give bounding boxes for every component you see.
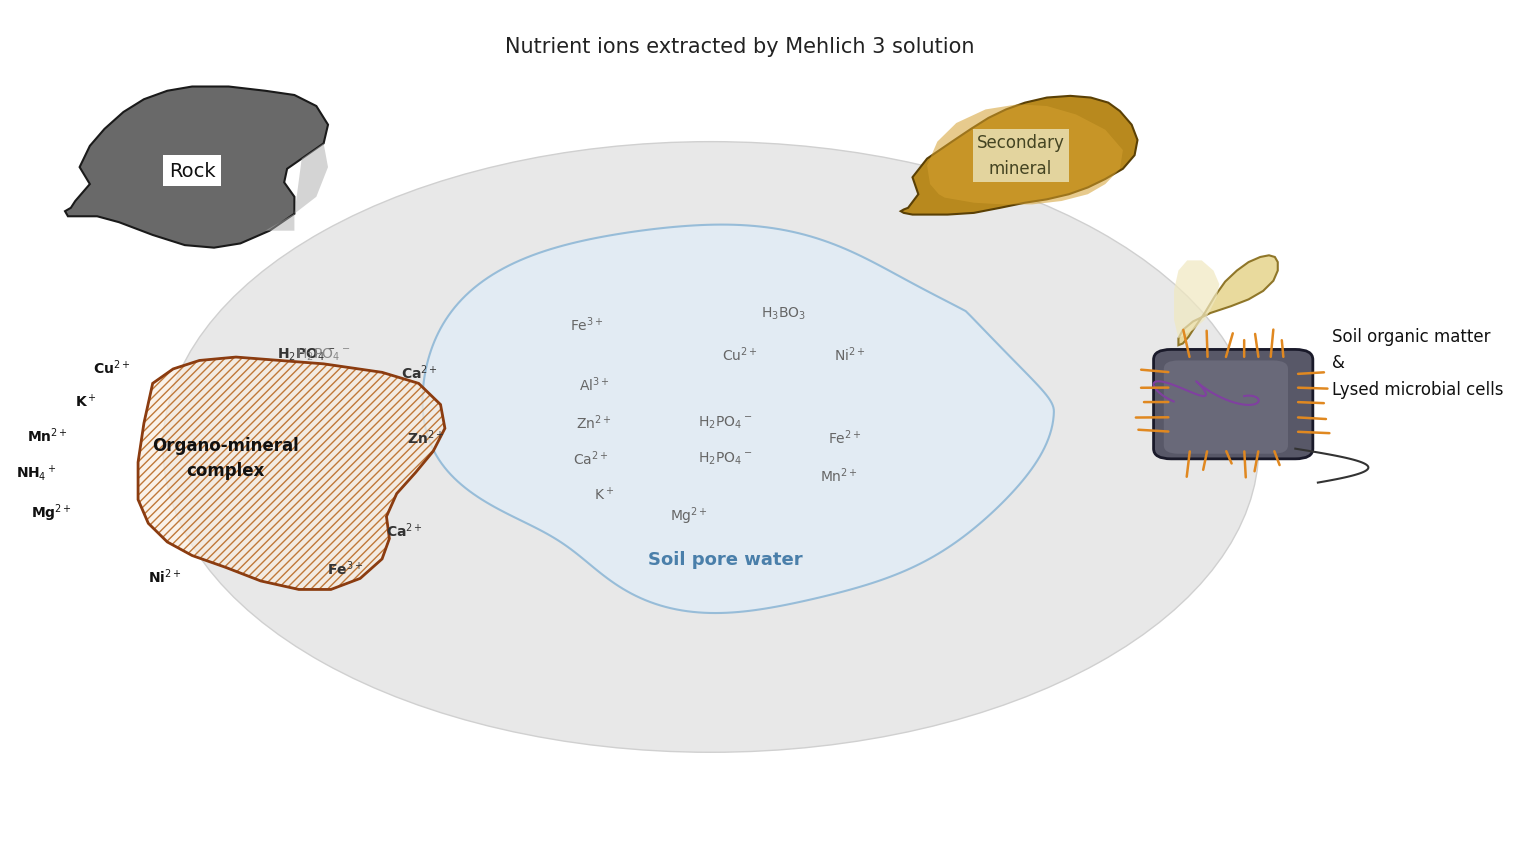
Text: Cu$^{2+}$: Cu$^{2+}$ xyxy=(94,357,131,376)
Text: Ni$^{2+}$: Ni$^{2+}$ xyxy=(149,567,181,585)
Text: Organo-mineral
complex: Organo-mineral complex xyxy=(152,437,300,479)
Text: Fe$^{3+}$: Fe$^{3+}$ xyxy=(570,315,604,334)
Text: Mg$^{2+}$: Mg$^{2+}$ xyxy=(670,505,708,526)
Polygon shape xyxy=(1174,261,1220,339)
Text: Ca$^{2+}$: Ca$^{2+}$ xyxy=(401,362,438,381)
Text: Soil pore water: Soil pore water xyxy=(648,550,803,568)
Text: Secondary
mineral: Secondary mineral xyxy=(977,133,1064,178)
Text: Cu$^{2+}$: Cu$^{2+}$ xyxy=(722,345,757,363)
Polygon shape xyxy=(138,357,445,590)
Text: Nutrient ions extracted by Mehlich 3 solution: Nutrient ions extracted by Mehlich 3 sol… xyxy=(505,36,975,57)
Polygon shape xyxy=(928,105,1123,205)
Text: Mg$^{2+}$: Mg$^{2+}$ xyxy=(31,502,72,523)
Text: Al$^{3+}$: Al$^{3+}$ xyxy=(579,375,610,393)
Polygon shape xyxy=(422,226,1054,613)
Polygon shape xyxy=(65,88,329,248)
Text: Ni$^{2+}$: Ni$^{2+}$ xyxy=(834,345,865,363)
Text: H$_3$BO$_3$: H$_3$BO$_3$ xyxy=(762,306,806,322)
Text: Fe$^{3+}$: Fe$^{3+}$ xyxy=(327,559,362,577)
Text: K$^+$: K$^+$ xyxy=(594,486,614,503)
Text: Mn$^{2+}$: Mn$^{2+}$ xyxy=(820,466,859,485)
Text: H$_2$PO$_4$$^-$: H$_2$PO$_4$$^-$ xyxy=(699,450,753,467)
Text: H$_2$PO$_4$$^-$: H$_2$PO$_4$$^-$ xyxy=(699,414,753,430)
Text: H$_2$PO$_4$$^-$: H$_2$PO$_4$$^-$ xyxy=(296,346,350,362)
Text: Soil organic matter
&
Lysed microbial cells: Soil organic matter & Lysed microbial ce… xyxy=(1332,327,1504,398)
Text: Rock: Rock xyxy=(169,162,215,181)
Text: Zn$^{2+}$: Zn$^{2+}$ xyxy=(407,428,444,447)
Polygon shape xyxy=(900,96,1138,215)
Text: Mn$^{2+}$: Mn$^{2+}$ xyxy=(28,425,68,444)
Ellipse shape xyxy=(163,142,1260,753)
Text: Fe$^{2+}$: Fe$^{2+}$ xyxy=(828,428,862,447)
Text: Zn$^{2+}$: Zn$^{2+}$ xyxy=(576,412,611,431)
Text: H$_2$PO$_4$$^-$: H$_2$PO$_4$$^-$ xyxy=(276,346,335,362)
Text: K$^+$: K$^+$ xyxy=(75,393,97,410)
Polygon shape xyxy=(1178,256,1278,346)
Polygon shape xyxy=(266,144,329,232)
FancyBboxPatch shape xyxy=(1164,361,1289,455)
Text: Ca$^{2+}$: Ca$^{2+}$ xyxy=(573,449,608,468)
Text: NH$_4$$^+$: NH$_4$$^+$ xyxy=(15,463,57,483)
FancyBboxPatch shape xyxy=(1154,350,1313,459)
Text: Ca$^{2+}$: Ca$^{2+}$ xyxy=(387,521,424,540)
